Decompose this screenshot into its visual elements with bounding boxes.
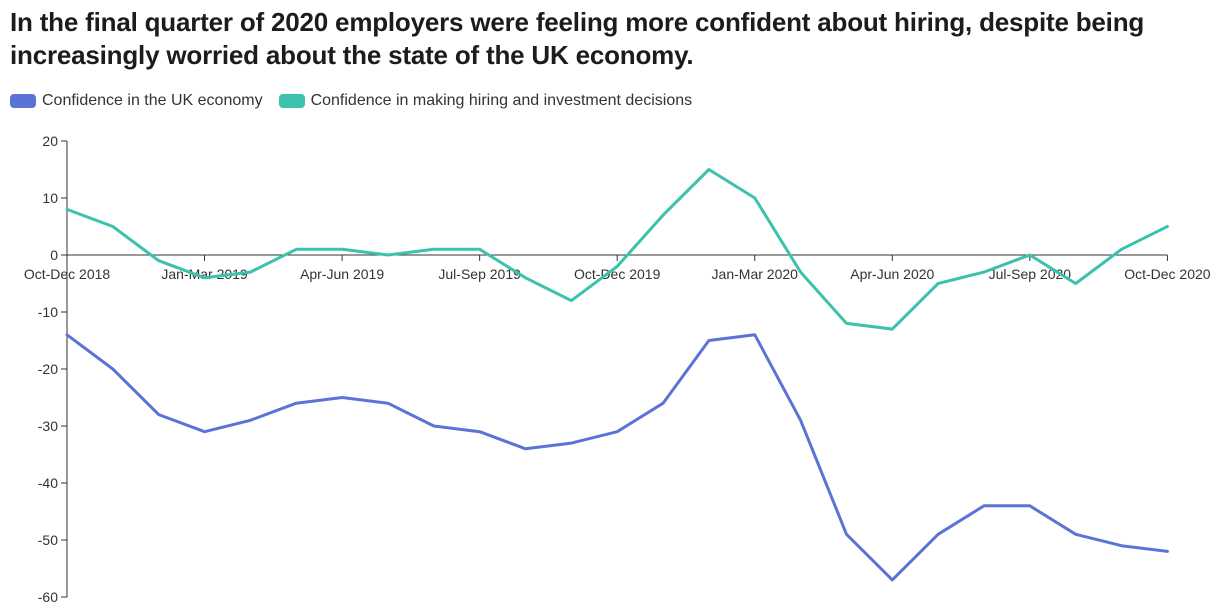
x-tick-label: Oct-Dec 2019 xyxy=(574,266,661,282)
y-tick-label: 20 xyxy=(42,133,58,149)
x-tick-label: Apr-Jun 2019 xyxy=(300,266,384,282)
x-tick-label: Jul-Sep 2020 xyxy=(989,266,1072,282)
legend-label-uk-economy: Confidence in the UK economy xyxy=(42,92,263,109)
y-tick-label: -20 xyxy=(38,361,58,377)
series-line-hiring xyxy=(65,168,1169,331)
x-tick-label: Jan-Mar 2020 xyxy=(712,266,799,282)
x-tick-label: Jul-Sep 2019 xyxy=(438,266,521,282)
legend-label-hiring: Confidence in making hiring and investme… xyxy=(310,92,693,109)
legend-item-hiring[interactable]: Confidence in making hiring and investme… xyxy=(278,92,693,110)
y-tick-label: -30 xyxy=(38,418,58,434)
legend-item-uk-economy[interactable]: Confidence in the UK economy xyxy=(10,92,263,110)
legend-swatch-hiring xyxy=(278,94,305,108)
x-tick-label: Oct-Dec 2018 xyxy=(24,266,111,282)
y-tick-label: -50 xyxy=(38,532,58,548)
series-line-uk-economy xyxy=(65,333,1169,582)
y-tick-label: -10 xyxy=(38,304,58,320)
chart-title: In the final quarter of 2020 employers w… xyxy=(10,7,1145,70)
x-tick-label: Apr-Jun 2020 xyxy=(850,266,934,282)
y-tick-label: 10 xyxy=(42,190,58,206)
y-tick-label: -40 xyxy=(38,475,58,491)
legend-swatch-uk-economy xyxy=(10,94,36,108)
y-tick-label: -60 xyxy=(38,589,58,605)
legend: Confidence in the UK economy Confidence … xyxy=(10,90,708,112)
x-tick-label: Oct-Dec 2020 xyxy=(1124,266,1211,282)
y-tick-label: 0 xyxy=(50,247,58,263)
